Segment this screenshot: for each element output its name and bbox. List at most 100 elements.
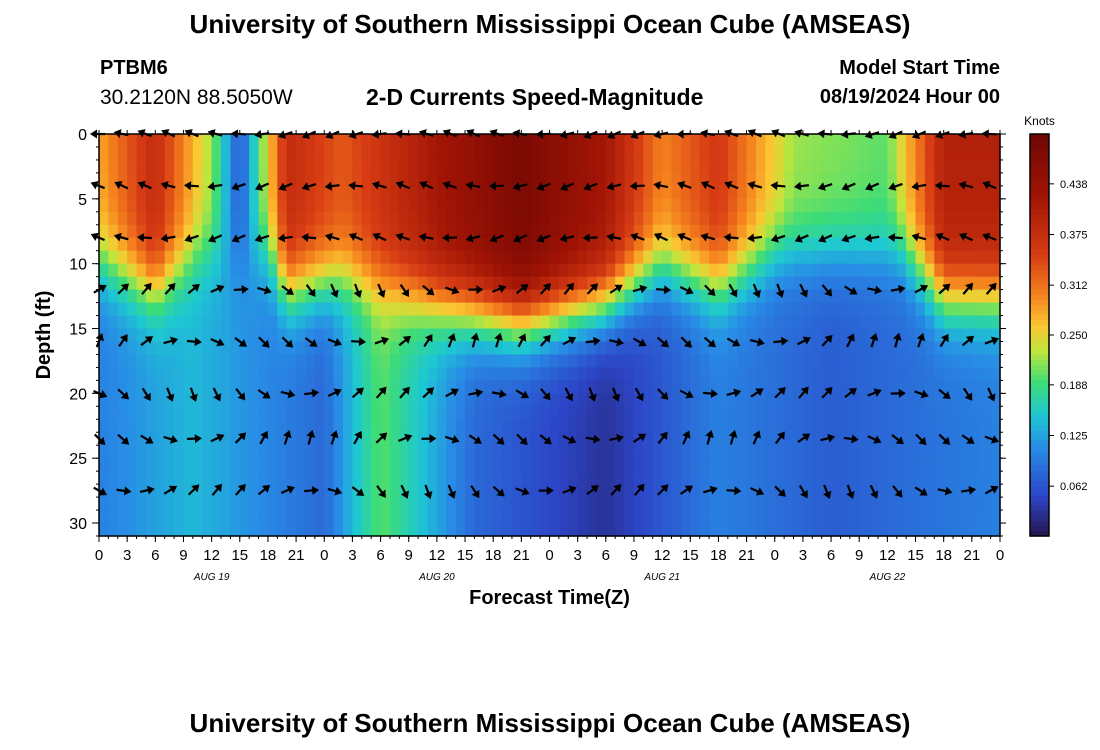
- heatmap-cell: [418, 198, 429, 213]
- heatmap-cell: [746, 289, 757, 304]
- heatmap-cell: [408, 276, 419, 291]
- heatmap-cell: [624, 211, 635, 226]
- heatmap-cell: [709, 134, 720, 148]
- heatmap-cell: [615, 134, 626, 148]
- heatmap-cell: [230, 328, 241, 343]
- heatmap-cell: [662, 185, 673, 200]
- heatmap-cell: [624, 146, 635, 161]
- arrow-head: [378, 386, 387, 395]
- heatmap-cell: [474, 315, 485, 330]
- heatmap-cell: [896, 367, 907, 381]
- current-arrow: [517, 333, 527, 348]
- heatmap-cell: [727, 250, 738, 265]
- heatmap-cell: [389, 367, 400, 381]
- heatmap-cell: [465, 237, 476, 252]
- colorbar-segment: [1030, 500, 1049, 507]
- heatmap-cell: [737, 484, 748, 498]
- heatmap-cell: [596, 263, 607, 278]
- heatmap-cell: [108, 302, 119, 317]
- arrow-head: [755, 388, 764, 397]
- heatmap-cell: [521, 380, 532, 394]
- heatmap-cell: [765, 510, 776, 524]
- heatmap-cell: [849, 302, 860, 317]
- heatmap-cell: [568, 134, 579, 148]
- heatmap-cell: [108, 354, 119, 369]
- heatmap-cell: [859, 510, 870, 524]
- heatmap-cell: [192, 159, 203, 174]
- heatmap-cell: [596, 432, 607, 446]
- heatmap-cell: [380, 224, 391, 239]
- heatmap-cell: [286, 432, 297, 446]
- heatmap-cell: [371, 146, 382, 161]
- heatmap-cell: [408, 250, 419, 265]
- heatmap-cell: [709, 328, 720, 343]
- heatmap-cell: [117, 263, 128, 278]
- heatmap-cell: [643, 432, 654, 446]
- heatmap-cell: [108, 458, 119, 472]
- heatmap-cell: [727, 146, 738, 161]
- heatmap-cell: [249, 471, 260, 485]
- heatmap-cell: [483, 523, 494, 537]
- heatmap-cell: [755, 341, 766, 356]
- heatmap-cell: [755, 328, 766, 343]
- arrow-head: [489, 234, 498, 243]
- heatmap-cell: [727, 224, 738, 239]
- heatmap-cell: [127, 484, 138, 498]
- heatmap-cell: [277, 159, 288, 174]
- heatmap-cell: [774, 419, 785, 433]
- heatmap-cell: [737, 198, 748, 213]
- heatmap-cell: [155, 471, 166, 485]
- heatmap-cell: [718, 523, 729, 537]
- heatmap-cell: [540, 406, 551, 420]
- heatmap-cell: [465, 315, 476, 330]
- colorbar-segment: [1030, 229, 1049, 236]
- heatmap-cell: [624, 276, 635, 291]
- arrow-head: [519, 436, 528, 446]
- heatmap-cell: [746, 263, 757, 278]
- current-arrow: [515, 284, 529, 295]
- heatmap-cell: [784, 354, 795, 369]
- heatmap-cell: [812, 432, 823, 446]
- heatmap-cell: [296, 510, 307, 524]
- heatmap-cell: [211, 419, 222, 433]
- heatmap-cell: [389, 146, 400, 161]
- x-tick-label: 21: [964, 547, 981, 564]
- heatmap-cell: [624, 250, 635, 265]
- current-arrow: [164, 282, 176, 295]
- heatmap-cell: [333, 237, 344, 252]
- heatmap-cell: [587, 419, 598, 433]
- heatmap-cell: [127, 211, 138, 226]
- heatmap-cell: [117, 276, 128, 291]
- heatmap-cell: [596, 211, 607, 226]
- heatmap-cell: [389, 185, 400, 200]
- heatmap-cell: [690, 432, 701, 446]
- heatmap-cell: [934, 523, 945, 537]
- heatmap-cell: [502, 497, 513, 511]
- heatmap-cell: [117, 471, 128, 485]
- heatmap-cell: [699, 445, 710, 459]
- heatmap-cell: [971, 432, 982, 446]
- current-arrow: [257, 484, 271, 496]
- arrow-head: [465, 181, 474, 190]
- heatmap-cell: [906, 419, 917, 433]
- heatmap-cell: [333, 419, 344, 433]
- heatmap-cell: [934, 367, 945, 381]
- heatmap-cell: [361, 250, 372, 265]
- current-arrow: [560, 182, 575, 191]
- heatmap-cell: [624, 510, 635, 524]
- arrow-head: [98, 487, 107, 496]
- heatmap-cell: [502, 185, 513, 200]
- heatmap-cell: [680, 406, 691, 420]
- heatmap-cell: [192, 134, 203, 148]
- heatmap-cell: [380, 250, 391, 265]
- heatmap-cell: [249, 146, 260, 161]
- heatmap-cell: [765, 263, 776, 278]
- heatmap-cell: [418, 263, 429, 278]
- heatmap-cell: [652, 198, 663, 213]
- heatmap-cell: [896, 341, 907, 356]
- heatmap-cell: [202, 354, 213, 369]
- heatmap-cell: [633, 302, 644, 317]
- heatmap-cell: [934, 458, 945, 472]
- heatmap-cell: [408, 406, 419, 420]
- heatmap-cell: [577, 276, 588, 291]
